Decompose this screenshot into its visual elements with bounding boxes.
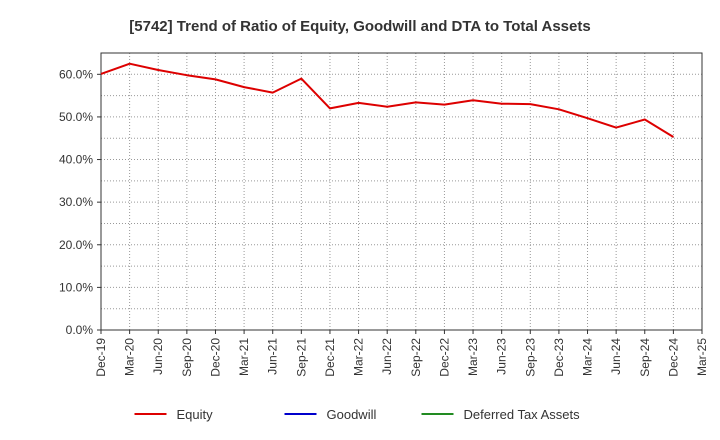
legend: Equity Goodwill Deferred Tax Assets [134, 407, 581, 422]
x-tick-label: Jun-24 [609, 338, 623, 375]
axes [100, 52, 703, 331]
chart-title: [5742] Trend of Ratio of Equity, Goodwil… [129, 18, 590, 35]
plot-border [100, 52, 703, 331]
y-tick-label: 0.0% [66, 323, 94, 337]
x-tick-label: Sep-24 [638, 338, 652, 377]
y-tick-label: 10.0% [59, 280, 93, 294]
x-tick-label: Mar-23 [466, 338, 480, 376]
x-axis-ticks: Dec-19 Mar-20 Jun-20 Sep-20 Dec-20 Mar-21 Jun-… [94, 330, 709, 377]
series-lines [100, 62, 674, 138]
series-line-equity [100, 62, 674, 138]
x-tick-label: Jun-20 [151, 338, 165, 375]
x-tick-label: Dec-20 [208, 338, 222, 377]
legend-label: Equity [177, 407, 214, 422]
x-tick-label: Mar-22 [352, 338, 366, 376]
x-tick-label: Sep-23 [523, 338, 537, 377]
legend-label: Deferred Tax Assets [464, 407, 581, 422]
y-tick-label: 50.0% [59, 110, 93, 124]
x-tick-label: Jun-22 [380, 338, 394, 375]
y-tick-label: 60.0% [59, 67, 93, 81]
x-tick-label: Jun-21 [266, 338, 280, 375]
x-tick-label: Mar-24 [581, 338, 595, 376]
x-tick-label: Jun-23 [495, 338, 509, 375]
x-tick-label: Mar-21 [237, 338, 251, 376]
x-tick-label: Mar-25 [695, 338, 709, 376]
x-tick-label: Sep-22 [409, 338, 423, 377]
x-tick-label: Sep-21 [294, 338, 308, 377]
x-tick-label: Dec-19 [94, 338, 108, 377]
x-tick-label: Sep-20 [180, 338, 194, 377]
y-tick-label: 20.0% [59, 238, 93, 252]
legend-label: Goodwill [327, 407, 377, 422]
x-tick-label: Mar-20 [123, 338, 137, 376]
x-tick-label: Dec-22 [437, 338, 451, 377]
x-tick-label: Dec-23 [552, 338, 566, 377]
plot-area [101, 53, 702, 330]
y-axis-ticks: 0.0% 10.0% 20.0% 30.0% 40.0% 50.0% 60.0% [59, 67, 101, 337]
x-tick-label: Dec-21 [323, 338, 337, 377]
y-tick-label: 40.0% [59, 153, 93, 167]
y-tick-label: 30.0% [59, 195, 93, 209]
grid-lines [101, 53, 702, 330]
x-tick-label: Dec-24 [666, 338, 680, 377]
